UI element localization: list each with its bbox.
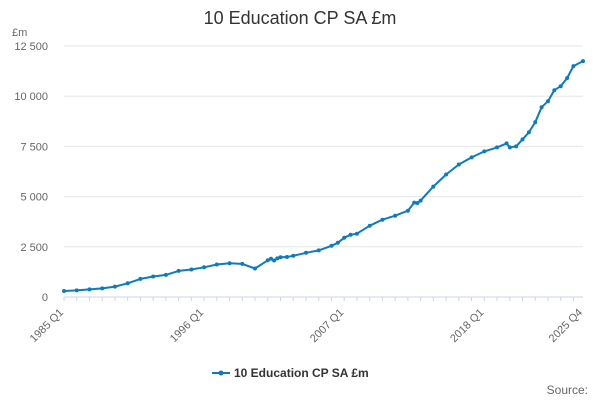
data-point[interactable] (367, 223, 372, 228)
data-point[interactable] (539, 105, 544, 110)
data-point[interactable] (335, 240, 340, 245)
legend-item-label[interactable]: 10 Education CP SA £m (234, 366, 369, 380)
series-line[interactable] (63, 60, 584, 292)
data-point[interactable] (189, 267, 194, 272)
x-tick-label: 1996 Q1 (168, 307, 206, 345)
data-point[interactable] (507, 145, 512, 150)
y-tick-label: 2 500 (20, 242, 48, 254)
data-point[interactable] (284, 255, 289, 259)
x-tick-label: 2018 Q1 (448, 307, 486, 345)
data-point[interactable] (278, 255, 283, 260)
data-point[interactable] (329, 243, 334, 248)
data-point[interactable] (565, 76, 570, 81)
data-point[interactable] (431, 184, 436, 189)
data-point[interactable] (304, 250, 308, 255)
series-layer (62, 59, 585, 293)
x-tick-label: 2025 Q4 (547, 307, 585, 345)
x-tick-label: 2007 Q1 (308, 307, 346, 345)
data-point[interactable] (163, 272, 168, 277)
x-tick-label: 1985 Q1 (28, 307, 66, 345)
data-point[interactable] (482, 149, 487, 154)
y-tick-label: 0 (42, 292, 48, 304)
data-point[interactable] (138, 276, 143, 281)
data-point[interactable] (240, 261, 245, 266)
data-point[interactable] (380, 217, 385, 222)
data-point[interactable] (412, 200, 417, 205)
data-point[interactable] (275, 256, 280, 261)
data-point[interactable] (504, 141, 509, 146)
data-point[interactable] (176, 268, 181, 273)
x-axis: 1985 Q1 1996 Q1 2007 Q1 2018 Q1 2025 Q4 (28, 296, 585, 345)
data-point[interactable] (348, 232, 353, 237)
data-point[interactable] (227, 261, 232, 266)
y-tick-label: 12 500 (14, 41, 48, 53)
data-point[interactable] (354, 231, 359, 236)
gridlines (64, 45, 583, 298)
data-point[interactable] (546, 99, 550, 104)
data-point[interactable] (112, 284, 117, 289)
data-point[interactable] (418, 198, 423, 203)
data-point[interactable] (456, 162, 461, 167)
data-point[interactable] (495, 145, 499, 150)
data-point[interactable] (269, 256, 273, 261)
data-point[interactable] (469, 155, 474, 160)
data-point[interactable] (316, 248, 321, 253)
data-point[interactable] (87, 287, 92, 292)
data-point[interactable] (393, 213, 398, 218)
data-point[interactable] (151, 274, 156, 279)
y-axis: 0 2 500 5 000 7 500 10 000 12 500 (14, 41, 48, 304)
data-point[interactable] (405, 208, 410, 213)
legend[interactable]: 10 Education CP SA £m (212, 366, 369, 380)
data-point[interactable] (581, 59, 585, 64)
data-point[interactable] (74, 288, 79, 293)
data-point[interactable] (571, 64, 576, 69)
data-point[interactable] (444, 172, 449, 177)
y-tick-label: 7 500 (20, 141, 48, 153)
data-point[interactable] (253, 266, 257, 271)
data-point[interactable] (202, 265, 207, 270)
data-point[interactable] (520, 137, 525, 142)
data-point[interactable] (62, 289, 66, 293)
y-tick-label: 10 000 (14, 91, 48, 103)
y-tick-label: 5 000 (20, 192, 48, 204)
y-axis-unit-label: £m (12, 27, 27, 39)
data-point[interactable] (272, 258, 277, 263)
data-point[interactable] (526, 130, 531, 135)
data-point[interactable] (533, 120, 538, 125)
source-credit[interactable]: Source: (547, 383, 588, 397)
data-point[interactable] (415, 201, 420, 205)
data-point[interactable] (265, 258, 270, 263)
data-point[interactable] (291, 253, 296, 258)
data-point[interactable] (100, 286, 105, 291)
data-point[interactable] (125, 281, 130, 286)
data-point[interactable] (514, 144, 519, 149)
data-point[interactable] (552, 88, 557, 93)
data-point[interactable] (342, 235, 347, 240)
chart-title: 10 Education CP SA £m (204, 8, 397, 28)
data-point[interactable] (214, 262, 219, 267)
legend-marker-icon (218, 370, 224, 376)
data-point[interactable] (558, 84, 563, 89)
